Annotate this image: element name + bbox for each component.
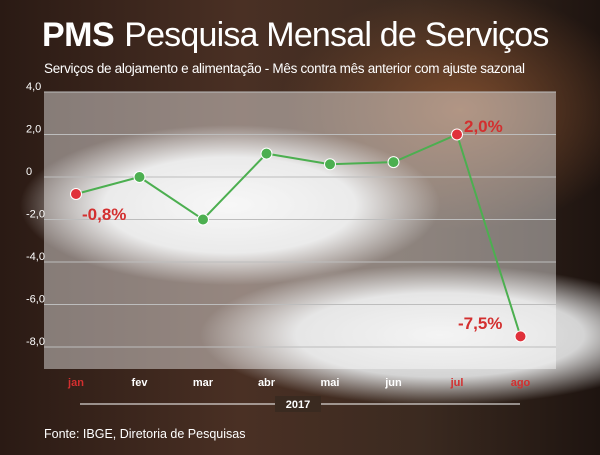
y-tick-label: -6,0 (26, 294, 45, 306)
series-line (75, 133, 522, 337)
y-tick-label: 4,0 (26, 81, 41, 93)
plot-panel (44, 92, 556, 369)
data-point (387, 156, 400, 169)
data-point (451, 128, 463, 141)
y-tick-label: 2,0 (26, 124, 41, 136)
y-tick-label: -8,0 (26, 336, 45, 348)
x-axis-label: 2017 (286, 399, 310, 411)
data-label: 2,0% (464, 117, 503, 136)
year-label-bg (275, 396, 321, 412)
y-tick-label: -4,0 (26, 251, 45, 263)
x-tick-label: fev (132, 377, 149, 389)
data-point (133, 171, 146, 183)
x-tick-label: jan (67, 377, 84, 389)
title-text: Pesquisa Mensal de Serviços (124, 16, 549, 54)
data-point (70, 188, 82, 200)
title-acronym: PMS (42, 16, 115, 54)
chart-subtitle: Serviços de alojamento e alimentação - M… (44, 61, 525, 76)
data-point (514, 330, 527, 343)
x-tick-label: mai (321, 377, 340, 389)
data-label: -7,5% (458, 314, 502, 333)
x-tick-label: mar (193, 377, 214, 389)
data-point (197, 213, 209, 226)
y-tick-label: 0 (26, 166, 32, 178)
x-tick-label: abr (258, 377, 276, 389)
data-label: -0,8% (82, 205, 126, 224)
x-tick-label: jun (384, 377, 402, 389)
page-title: PMS Pesquisa Mensal de Serviços (42, 16, 549, 55)
source-note: Fonte: IBGE, Diretoria de Pesquisas (44, 427, 246, 441)
y-tick-label: -2,0 (26, 209, 45, 221)
x-tick-label: ago (511, 377, 531, 389)
data-point (260, 147, 273, 160)
x-tick-label: jul (450, 377, 464, 389)
data-point (324, 158, 336, 171)
